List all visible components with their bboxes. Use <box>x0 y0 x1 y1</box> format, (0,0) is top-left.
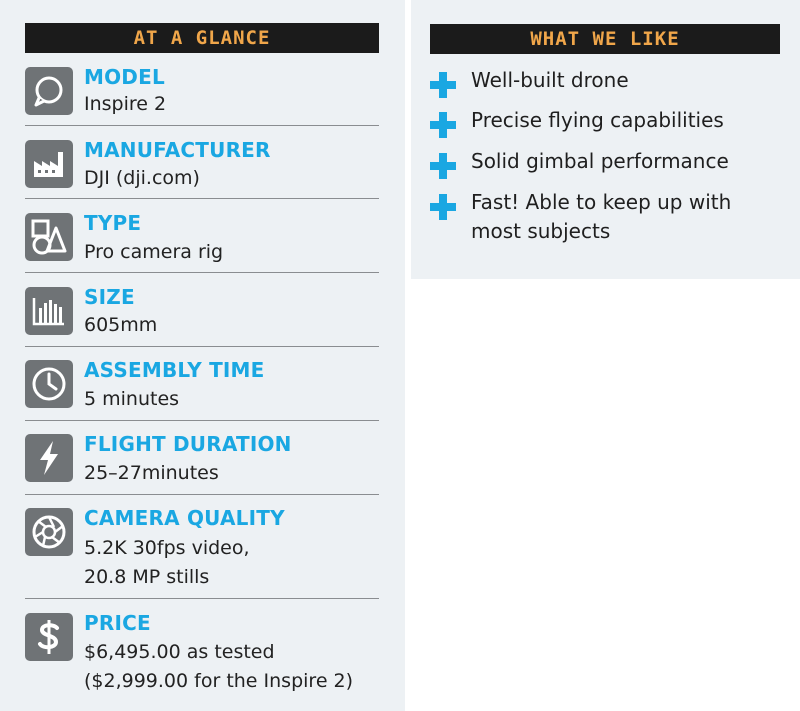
clock-icon <box>25 360 73 408</box>
dollar-icon <box>25 613 73 661</box>
plus-icon <box>430 194 456 220</box>
spec-value: 5 minutes <box>84 388 180 410</box>
what-we-like-panel: WHAT WE LIKE Well-built drone Precise fl… <box>411 0 800 279</box>
shapes-icon <box>25 213 73 261</box>
spec-value: Inspire 2 <box>84 93 167 115</box>
spec-label: MANUFACTURER <box>84 138 271 162</box>
what-we-like-header: WHAT WE LIKE <box>430 24 780 54</box>
divider <box>25 198 379 199</box>
divider <box>25 125 379 126</box>
aperture-icon <box>25 508 73 556</box>
spec-value: Pro camera rig <box>84 241 224 263</box>
spec-label: PRICE <box>84 611 151 635</box>
spec-value: 20.8 MP stills <box>84 566 210 588</box>
factory-icon <box>25 140 73 188</box>
like-text: Solid gimbal performance <box>471 149 729 173</box>
like-text: most subjects <box>471 219 611 243</box>
spec-value: DJI (dji.com) <box>84 167 200 189</box>
plus-icon <box>430 72 456 98</box>
divider <box>25 420 379 421</box>
lightning-icon <box>25 434 73 482</box>
spec-value: 605mm <box>84 314 158 336</box>
divider <box>25 346 379 347</box>
spec-value: ($2,999.00 for the Inspire 2) <box>84 670 354 692</box>
spec-label: FLIGHT DURATION <box>84 432 292 456</box>
like-text: Fast! Able to keep up with <box>471 190 732 214</box>
spec-label: ASSEMBLY TIME <box>84 358 265 382</box>
spec-label: MODEL <box>84 65 165 89</box>
speech-bubble-icon <box>25 67 73 115</box>
spec-label: CAMERA QUALITY <box>84 506 285 530</box>
plus-icon <box>430 153 456 179</box>
at-a-glance-panel: AT A GLANCE MODEL Inspire 2 MANUFACTURER… <box>0 0 405 711</box>
divider <box>25 494 379 495</box>
plus-icon <box>430 112 456 138</box>
spec-value: 25–27minutes <box>84 462 219 484</box>
bars-icon <box>25 287 73 335</box>
spec-label: SIZE <box>84 285 135 309</box>
spec-value: $6,495.00 as tested <box>84 641 275 663</box>
divider <box>25 598 379 599</box>
at-a-glance-header: AT A GLANCE <box>25 23 379 53</box>
spec-value: 5.2K 30fps video, <box>84 537 250 559</box>
like-text: Precise flying capabilities <box>471 108 724 132</box>
like-text: Well-built drone <box>471 68 629 92</box>
divider <box>25 272 379 273</box>
spec-label: TYPE <box>84 211 142 235</box>
